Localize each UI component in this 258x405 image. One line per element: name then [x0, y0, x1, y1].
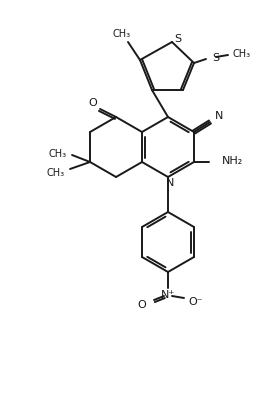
Text: O: O	[89, 98, 98, 108]
Text: CH₃: CH₃	[233, 49, 251, 59]
Text: CH₃: CH₃	[113, 29, 131, 39]
Text: N: N	[166, 177, 174, 188]
Text: CH₃: CH₃	[47, 168, 65, 177]
Text: O⁻: O⁻	[189, 296, 203, 306]
Text: CH₃: CH₃	[49, 149, 67, 159]
Text: N⁺: N⁺	[161, 289, 175, 299]
Text: N: N	[215, 111, 223, 121]
Text: NH₂: NH₂	[222, 156, 243, 166]
Text: O: O	[138, 299, 146, 309]
Text: S: S	[174, 34, 182, 44]
Text: S: S	[212, 53, 219, 63]
